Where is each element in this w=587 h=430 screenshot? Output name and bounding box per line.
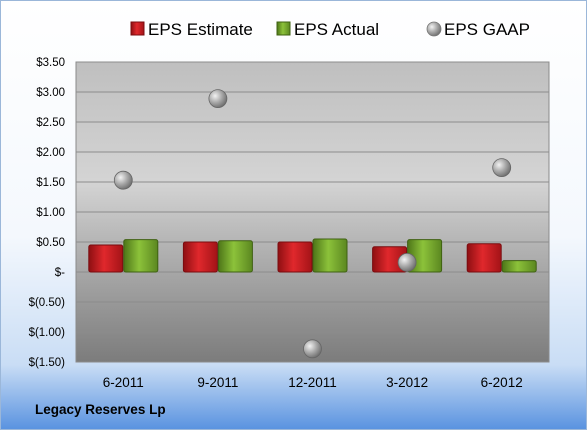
y-tick-label: $2.00 xyxy=(36,147,65,159)
gaap-points xyxy=(113,89,512,359)
bar-eps-estimate xyxy=(466,243,502,273)
x-category-label: 6-2012 xyxy=(481,375,523,390)
gaap-point xyxy=(113,170,133,190)
y-tick-label: $(1.50) xyxy=(29,357,66,369)
legend-swatch xyxy=(426,21,442,37)
legend-swatch xyxy=(276,21,291,36)
bar-eps-actual xyxy=(312,238,348,273)
y-tick-label: $- xyxy=(55,267,65,279)
bar-eps-actual xyxy=(501,260,537,273)
gaap-point xyxy=(303,339,322,359)
bar-eps-actual xyxy=(217,240,253,273)
bars xyxy=(88,238,537,273)
legend-label: EPS Estimate xyxy=(148,20,253,39)
y-tick-label: $(1.00) xyxy=(29,327,66,339)
legend-swatch xyxy=(130,21,145,36)
bar-eps-estimate xyxy=(182,241,218,273)
bar-eps-actual xyxy=(123,239,159,273)
y-tick-label: $3.00 xyxy=(36,87,65,99)
x-category-label: 12-2011 xyxy=(288,375,337,390)
legend-label: EPS GAAP xyxy=(444,20,530,39)
y-tick-label: $1.50 xyxy=(36,177,65,189)
legend: EPS Estimate EPS Actual EPS GAAP xyxy=(130,20,530,39)
gaap-point xyxy=(492,158,512,178)
y-tick-label: $2.50 xyxy=(36,117,65,129)
x-category-label: 9-2011 xyxy=(197,375,238,390)
legend-label: EPS Actual xyxy=(294,20,379,39)
gridlines xyxy=(76,61,549,363)
x-axis: 6-2011 9-2011 12-2011 3-2012 6-2012 xyxy=(103,375,523,390)
bar-eps-estimate xyxy=(88,244,124,273)
company-name: Legacy Reserves Lp xyxy=(35,402,166,417)
x-category-label: 6-2011 xyxy=(103,375,144,390)
y-tick-label: $3.50 xyxy=(36,57,65,69)
x-category-label: 3-2012 xyxy=(386,375,428,390)
y-tick-label: $(0.50) xyxy=(29,297,66,309)
gaap-point xyxy=(208,89,228,108)
y-tick-label: $1.00 xyxy=(36,207,65,219)
y-tick-label: $0.50 xyxy=(36,237,65,249)
gaap-point xyxy=(397,252,417,272)
bar-eps-estimate xyxy=(277,241,313,273)
y-axis: $3.50 $3.00 $2.50 $2.00 $1.50 $1.00 $0.50 $- $(0… xyxy=(29,57,66,369)
